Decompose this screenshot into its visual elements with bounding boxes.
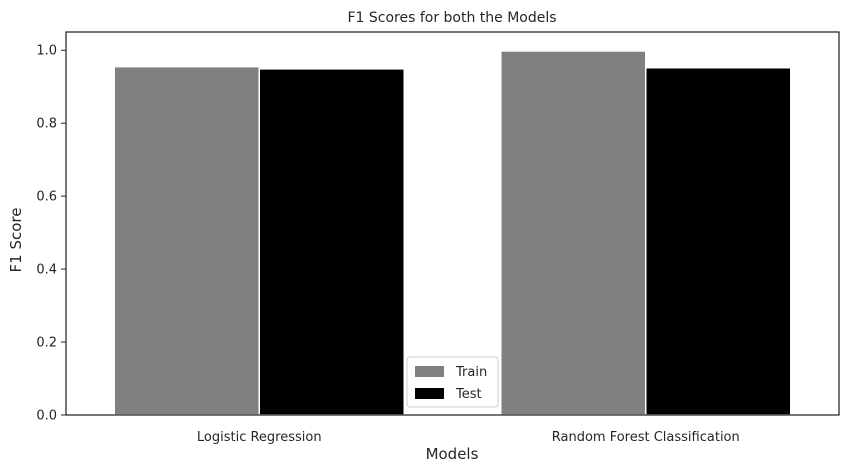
- legend-swatch-train: [415, 366, 444, 377]
- x-tick-label: Logistic Regression: [197, 430, 322, 445]
- y-tick-label: 0.0: [36, 409, 57, 424]
- y-tick-label: 1.0: [36, 44, 57, 59]
- y-tick-label: 0.4: [36, 263, 57, 278]
- plot-area: [113, 50, 792, 416]
- bar-test-1: [645, 66, 792, 416]
- legend-label: Test: [455, 387, 482, 402]
- bar-train-1: [500, 50, 647, 416]
- legend: Train Test: [406, 356, 499, 408]
- plot-frame: [65, 31, 840, 416]
- legend-swatch-test: [415, 388, 444, 399]
- x-axis-label: Models: [426, 445, 479, 463]
- legend-label: Train: [455, 365, 487, 380]
- y-tick-label: 0.8: [36, 117, 57, 132]
- x-tick-label: Random Forest Classification: [552, 430, 740, 445]
- chart-title: F1 Scores for both the Models: [347, 10, 556, 26]
- bar-train-0: [113, 65, 260, 416]
- y-tick-label: 0.2: [36, 336, 57, 351]
- bar-test-0: [258, 68, 405, 416]
- y-tick-label: 0.6: [36, 190, 57, 205]
- y-axis-label: F1 Score: [7, 208, 25, 273]
